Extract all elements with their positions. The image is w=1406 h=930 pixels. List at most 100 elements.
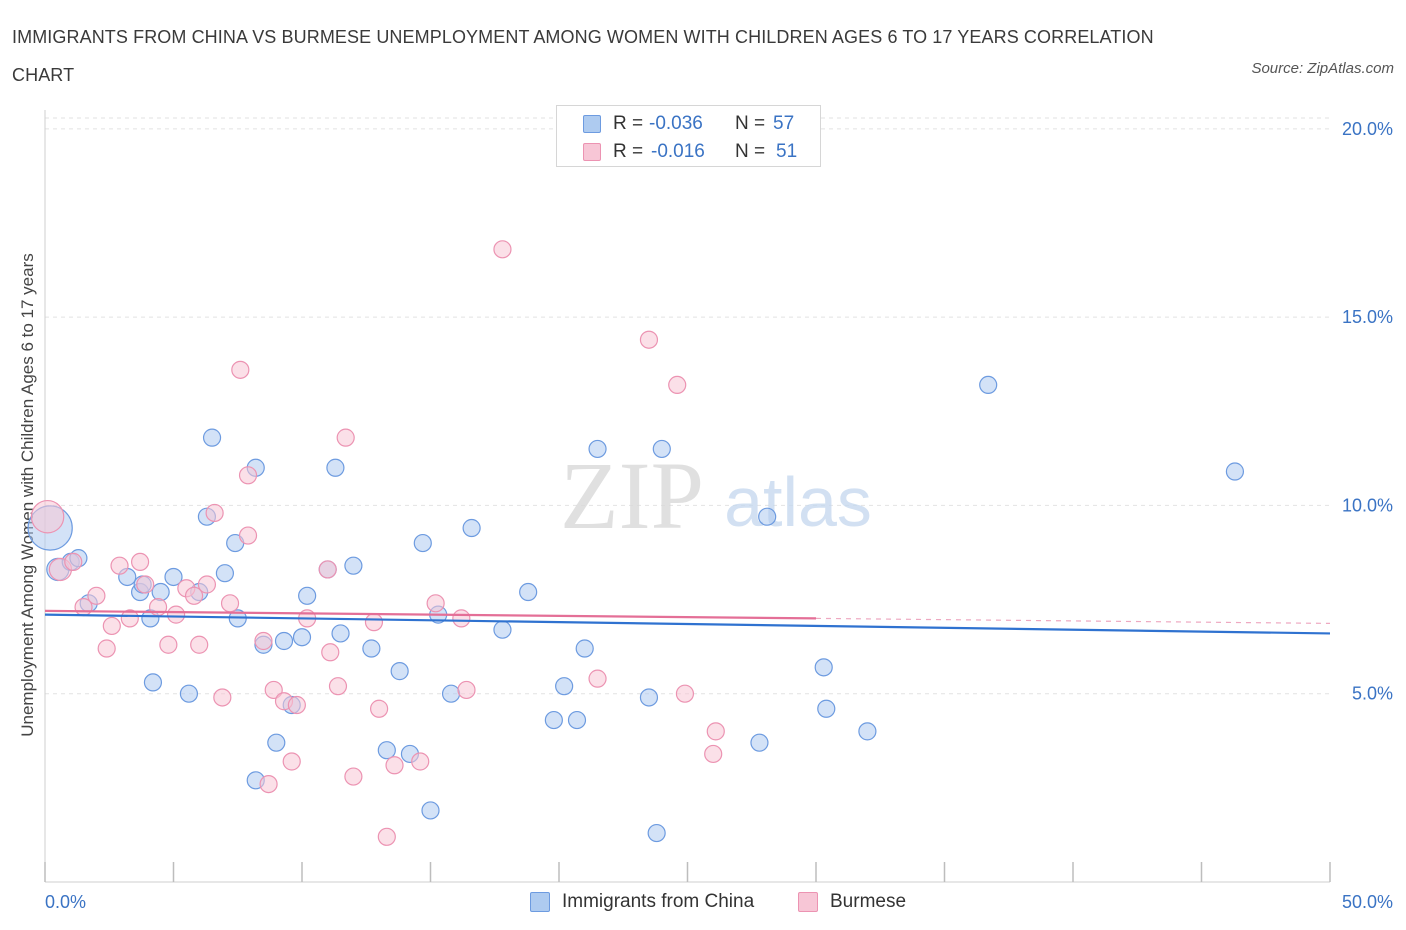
burmese-point <box>97 639 116 658</box>
burmese-point <box>344 767 363 786</box>
china-point <box>567 710 587 730</box>
trend-lines <box>44 609 1331 635</box>
china-point <box>750 733 769 752</box>
china-point <box>555 677 574 696</box>
china-point <box>344 556 363 575</box>
china-point <box>462 518 481 538</box>
burmese-legend-swatch <box>798 892 818 912</box>
tick-labels: 5.0% 10.0% 15.0% 20.0% 0.0% 50.0% <box>45 119 1393 912</box>
source-label: Source: ZipAtlas.com <box>1251 60 1394 77</box>
burmese-point <box>30 499 65 534</box>
y-tick-label: 5.0% <box>1352 684 1393 704</box>
burmese-point <box>411 752 430 771</box>
legend-label-burmese: Burmese <box>830 891 907 912</box>
china-point <box>151 582 170 602</box>
burmese-point <box>166 605 186 624</box>
burmese-trend-line <box>44 609 817 620</box>
burmese-point <box>328 677 348 696</box>
china-point <box>202 428 222 447</box>
china-point <box>362 639 381 658</box>
burmese-point <box>231 360 250 379</box>
burmese-point <box>385 756 404 775</box>
burmese-trend-extension <box>815 617 1331 625</box>
n-value-burmese: 51 <box>776 141 798 162</box>
y-tick-label: 10.0% <box>1342 495 1393 515</box>
china-point <box>575 639 594 658</box>
burmese-point <box>220 594 240 613</box>
watermark-atlas: atlas <box>724 463 872 541</box>
chart-title: IMMIGRANTS FROM CHINA VS BURMESE UNEMPLO… <box>12 27 1154 85</box>
burmese-point <box>120 609 139 628</box>
burmese-point <box>213 688 232 707</box>
burmese-point <box>452 609 471 628</box>
china-point <box>652 439 671 459</box>
china-point <box>647 823 666 843</box>
n-value-china: 57 <box>773 113 795 134</box>
burmese-point <box>184 586 204 605</box>
china-point <box>758 507 777 526</box>
china-trend-line <box>44 613 1331 635</box>
china-point <box>274 631 294 651</box>
burmese-point <box>264 680 283 700</box>
china-point <box>588 439 607 459</box>
china-point <box>390 662 409 681</box>
china-point <box>164 567 183 587</box>
china-point <box>377 741 396 760</box>
y-tick-label: 20.0% <box>1342 119 1393 139</box>
stats-legend: R = -0.036 N = 57 R = -0.016 N = 51 <box>556 105 821 167</box>
china-point <box>441 684 461 703</box>
burmese-point <box>136 575 155 594</box>
burmese-point <box>190 635 209 654</box>
n-label: N = <box>735 113 766 134</box>
china-point <box>1225 462 1245 481</box>
burmese-point <box>282 752 301 771</box>
burmese-point <box>238 466 258 485</box>
burmese-point <box>259 774 278 794</box>
axes <box>44 110 1331 883</box>
burmese-point <box>102 616 121 636</box>
burmese-point <box>238 526 258 545</box>
china-point <box>493 620 512 639</box>
watermark-zip: ZIP <box>560 442 704 549</box>
burmese-point <box>370 699 389 718</box>
burmese-point <box>706 722 725 741</box>
china-swatch <box>583 115 601 133</box>
china-point <box>179 684 199 703</box>
china-point <box>519 582 538 602</box>
data-points <box>27 240 1245 846</box>
r-label: R = <box>613 141 644 162</box>
china-point <box>979 375 998 395</box>
burmese-point <box>87 586 106 605</box>
burmese-point <box>287 695 306 715</box>
burmese-point <box>364 613 384 632</box>
burmese-point <box>321 643 340 662</box>
burmese-point <box>668 375 687 395</box>
burmese-point <box>377 827 396 846</box>
r-value-china: -0.036 <box>649 113 703 134</box>
china-legend-swatch <box>530 892 550 912</box>
china-point <box>326 458 345 477</box>
china-point <box>331 624 350 643</box>
china-point <box>421 801 440 820</box>
legend-label-china: Immigrants from China <box>562 891 755 912</box>
legend-row-burmese: R = -0.016 N = 51 <box>557 138 822 166</box>
burmese-point <box>493 240 512 259</box>
burmese-point <box>704 744 723 764</box>
china-point <box>858 722 877 741</box>
china-point <box>143 673 163 692</box>
china-point <box>298 586 317 605</box>
burmese-point <box>426 594 445 613</box>
burmese-point <box>159 635 178 654</box>
burmese-point <box>675 684 695 703</box>
china-point <box>292 628 312 647</box>
burmese-point <box>588 669 607 688</box>
burmese-point <box>64 552 83 572</box>
china-point <box>544 710 563 730</box>
y-tick-label: 15.0% <box>1342 307 1393 327</box>
r-value-burmese: -0.016 <box>651 141 705 162</box>
burmese-point <box>318 560 337 579</box>
burmese-point <box>639 330 659 349</box>
burmese-point <box>254 631 273 651</box>
burmese-point <box>130 552 150 572</box>
